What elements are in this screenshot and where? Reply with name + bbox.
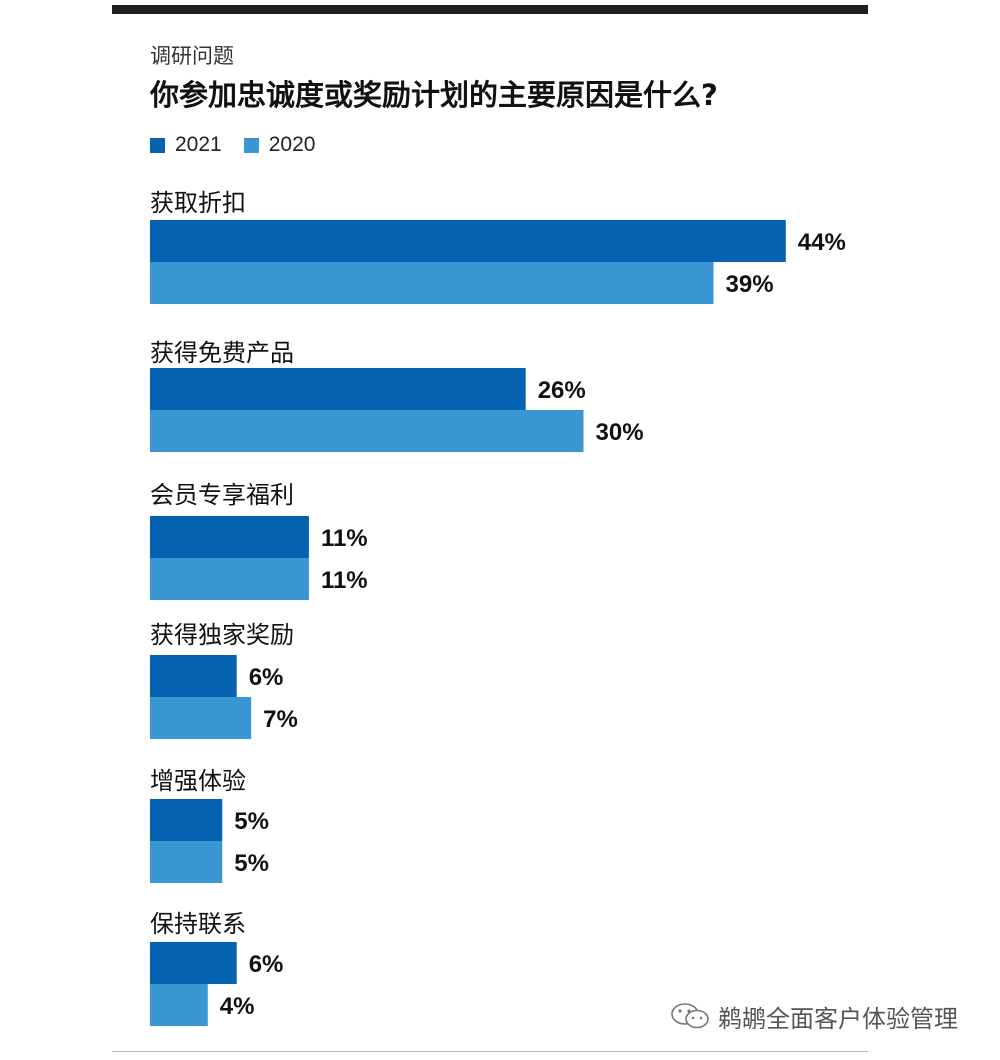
wechat-icon (671, 1003, 709, 1029)
legend-item-2020: 2020 (243, 133, 316, 157)
bar-2021 (150, 516, 309, 558)
bar-2020 (150, 697, 252, 739)
category-label: 增强体验 (150, 767, 246, 795)
value-label-2020: 30% (596, 419, 644, 446)
bar-2021 (150, 220, 786, 262)
legend-label-2021: 2021 (175, 133, 222, 156)
category-label: 保持联系 (150, 910, 246, 938)
survey-eyebrow: 调研问题 (150, 44, 234, 68)
value-label-2021: 6% (249, 951, 284, 978)
watermark: 鹈鹕全面客户体验管理 (670, 998, 958, 1034)
top-rule (112, 5, 868, 14)
bar-2020 (150, 841, 223, 883)
chart-title: 你参加忠诚度或奖励计划的主要原因是什么? (150, 78, 718, 112)
legend-item-2021: 2021 (150, 133, 222, 157)
value-label-2021: 26% (538, 377, 586, 404)
category-label: 获得独家奖励 (150, 621, 294, 649)
bar-2021 (150, 799, 223, 841)
bar-2020 (150, 410, 584, 452)
value-label-2021: 6% (249, 664, 284, 691)
value-label-2020: 4% (220, 993, 255, 1020)
value-label-2020: 39% (726, 271, 774, 298)
category-label: 获取折扣 (150, 189, 246, 217)
legend-swatch-2020 (243, 137, 259, 153)
bar-2020 (150, 984, 208, 1026)
legend-swatch-2021 (150, 137, 165, 153)
bar-2021 (150, 368, 526, 410)
bar-2020 (150, 558, 309, 600)
bottom-rule (112, 1051, 868, 1052)
value-label-2020: 11% (321, 567, 368, 594)
value-label-2020: 7% (263, 706, 298, 733)
category-label: 获得免费产品 (150, 339, 294, 367)
category-label: 会员专享福利 (150, 481, 294, 509)
legend-label-2020: 2020 (268, 133, 316, 156)
bar-2021 (150, 655, 237, 697)
watermark-text: 鹈鹕全面客户体验管理 (718, 1004, 958, 1033)
value-label-2021: 44% (798, 229, 846, 256)
legend: 2021 2020 (150, 131, 337, 159)
value-label-2021: 5% (234, 808, 269, 835)
bar-2021 (150, 942, 237, 984)
value-label-2020: 5% (234, 850, 269, 877)
bar-2020 (150, 262, 714, 304)
value-label-2021: 11% (321, 525, 368, 552)
